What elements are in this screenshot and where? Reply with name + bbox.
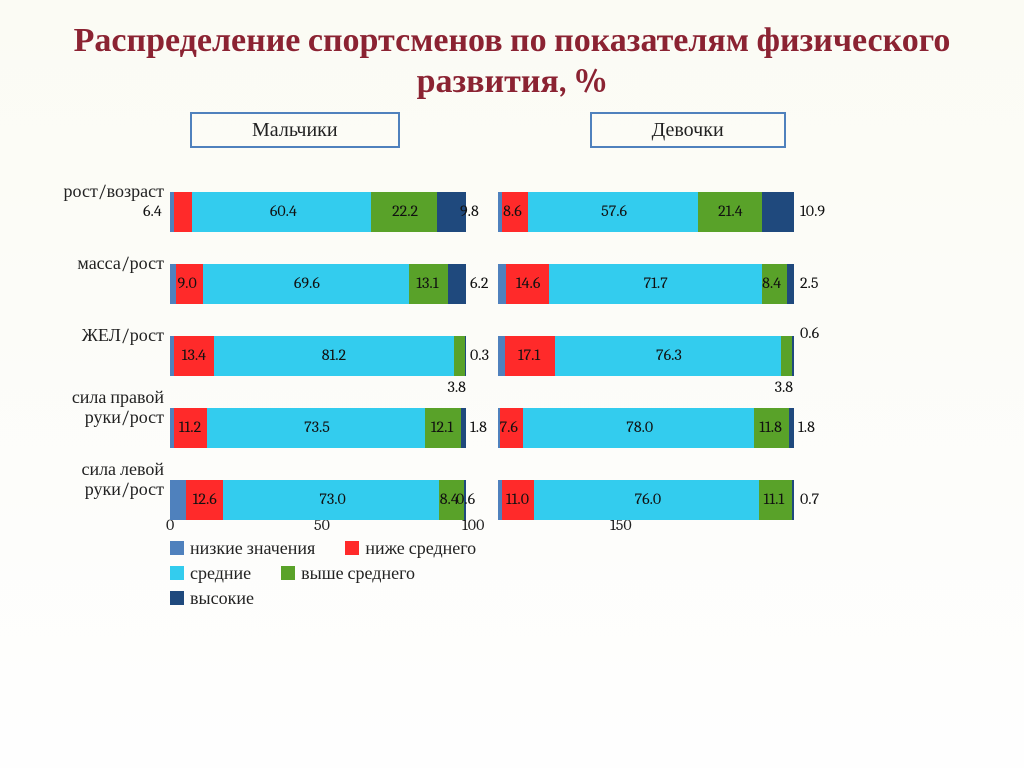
segment-above_avg (781, 336, 792, 376)
header-girls: Девочки (590, 112, 786, 148)
segment-high (789, 408, 794, 448)
value-label: 57.6 (601, 202, 627, 220)
legend-label: выше среднего (301, 563, 415, 584)
swatch-high (170, 591, 184, 605)
value-label: 21.4 (718, 202, 743, 220)
segment-high (762, 192, 794, 232)
legend-label: средние (190, 563, 251, 584)
bar-boys-4: 12.673.08.40.6 (170, 480, 466, 520)
legend-label: низкие значения (190, 538, 315, 559)
bar-girls-3: 7.678.011.81.8 (498, 408, 794, 448)
bar-girls-0: 8.657.621.410.9 (498, 192, 794, 232)
value-label: 12.1 (431, 418, 453, 436)
segment-above_avg (454, 336, 465, 376)
chart-title: Распределение спортсменов по показателям… (40, 20, 984, 102)
value-label: 1.8 (798, 418, 815, 436)
legend-item-above-avg: выше среднего (281, 563, 415, 584)
value-label: 14.6 (516, 274, 540, 292)
swatch-low (170, 541, 184, 555)
legend-item-below-avg: ниже среднего (345, 538, 476, 559)
bar-boys-2: 13.481.23.80.3 (170, 336, 466, 376)
value-label: 73.5 (304, 418, 330, 436)
legend-item-average: средние (170, 563, 251, 584)
segment-low (170, 480, 186, 520)
value-label: 71.7 (644, 274, 668, 292)
chart-area: рост/возраст6.4 60.4 22.2 9.8 8.6 57.6 21.4 10.… (50, 156, 984, 516)
segment-high (787, 264, 794, 304)
value-label: 0.7 (800, 490, 819, 508)
value-label: 78.0 (626, 418, 653, 436)
bar-stack (170, 192, 466, 232)
segment-high (792, 480, 794, 520)
chart-row: ЖЕЛ/рост13.481.23.80.317.176.33.80.6 (50, 300, 984, 372)
bar-girls-2: 17.176.33.80.6 (498, 336, 794, 376)
segment-below_avg (174, 192, 193, 232)
segment-high (461, 408, 466, 448)
swatch-below-avg (345, 541, 359, 555)
value-label: 13.1 (416, 274, 438, 292)
value-label: 3.8 (447, 378, 465, 396)
value-label: 76.3 (656, 346, 682, 364)
value-label: 11.1 (764, 490, 785, 508)
segment-low (498, 264, 506, 304)
legend-label: высокие (190, 588, 254, 609)
segment-high (448, 264, 466, 304)
group-headers: Мальчики Девочки (190, 112, 984, 148)
value-label: 73.0 (319, 490, 345, 508)
swatch-above-avg (281, 566, 295, 580)
bar-stack (498, 192, 794, 232)
bar-boys-0: 6.460.422.29.8 (170, 192, 466, 232)
value-label: 76.0 (635, 490, 662, 508)
value-label: 1.8 (470, 418, 487, 436)
category-label: масса/рост (50, 254, 170, 274)
slide: Распределение спортсменов по показателям… (0, 0, 1024, 768)
value-label: 10.9 (800, 202, 825, 220)
value-label: 3.8 (775, 378, 793, 396)
bar-boys-1: 9.069.613.16.2 (170, 264, 466, 304)
chart-row: масса/рост 9.0 69.6 13.1 6.2 14.6 71.7 8.4 2.5 (50, 228, 984, 300)
value-label: 11.2 (179, 418, 201, 436)
value-label: 17.1 (518, 346, 540, 364)
value-label: 9.0 (178, 274, 197, 292)
swatch-average (170, 566, 184, 580)
bar-boys-3: 11.273.512.11.8 (170, 408, 466, 448)
value-label: 13.4 (182, 346, 206, 364)
value-label: 0.6 (800, 324, 819, 342)
bar-stack (498, 336, 794, 376)
legend-item-high: высокие (170, 588, 254, 609)
chart-row: сила правой руки/рост 11.2 73.5 12.1 1.8 7.6 7… (50, 372, 984, 444)
value-label: 22.2 (392, 202, 418, 220)
value-label: 7.6 (500, 418, 518, 436)
bar-girls-4: 11.076.011.10.7 (498, 480, 794, 520)
category-label: рост/возраст (50, 182, 170, 202)
category-label: сила правой руки/рост (50, 388, 170, 428)
value-label: 9.8 (460, 202, 479, 220)
bar-stack (170, 336, 466, 376)
value-label: 11.0 (506, 490, 529, 508)
value-label: 8.4 (762, 274, 781, 292)
category-label: ЖЕЛ/рост (50, 326, 170, 346)
value-label: 0.6 (456, 490, 475, 508)
chart-row: рост/возраст6.4 60.4 22.2 9.8 8.6 57.6 21.4 10.… (50, 156, 984, 228)
legend-item-low: низкие значения (170, 538, 315, 559)
category-label: сила левой руки/рост (50, 460, 170, 500)
value-label: 60.4 (270, 202, 297, 220)
value-label: 69.6 (294, 274, 320, 292)
value-label: 6.2 (470, 274, 488, 292)
value-label: 8.6 (503, 202, 522, 220)
chart-row: сила левой руки/рост12.673.08.40.611.076… (50, 444, 984, 516)
bar-girls-1: 14.671.78.42.5 (498, 264, 794, 304)
value-label: 12.6 (193, 490, 217, 508)
legend: низкие значения ниже среднего средние вы… (170, 538, 984, 609)
segment-high (465, 336, 466, 376)
value-label: 0.3 (470, 346, 489, 364)
value-label: 6.4 (143, 202, 162, 220)
legend-label: ниже среднего (365, 538, 476, 559)
segment-high (792, 336, 794, 376)
value-label: 2.5 (800, 274, 818, 292)
value-label: 11.8 (759, 418, 782, 436)
value-label: 81.2 (322, 346, 346, 364)
header-boys: Мальчики (190, 112, 400, 148)
